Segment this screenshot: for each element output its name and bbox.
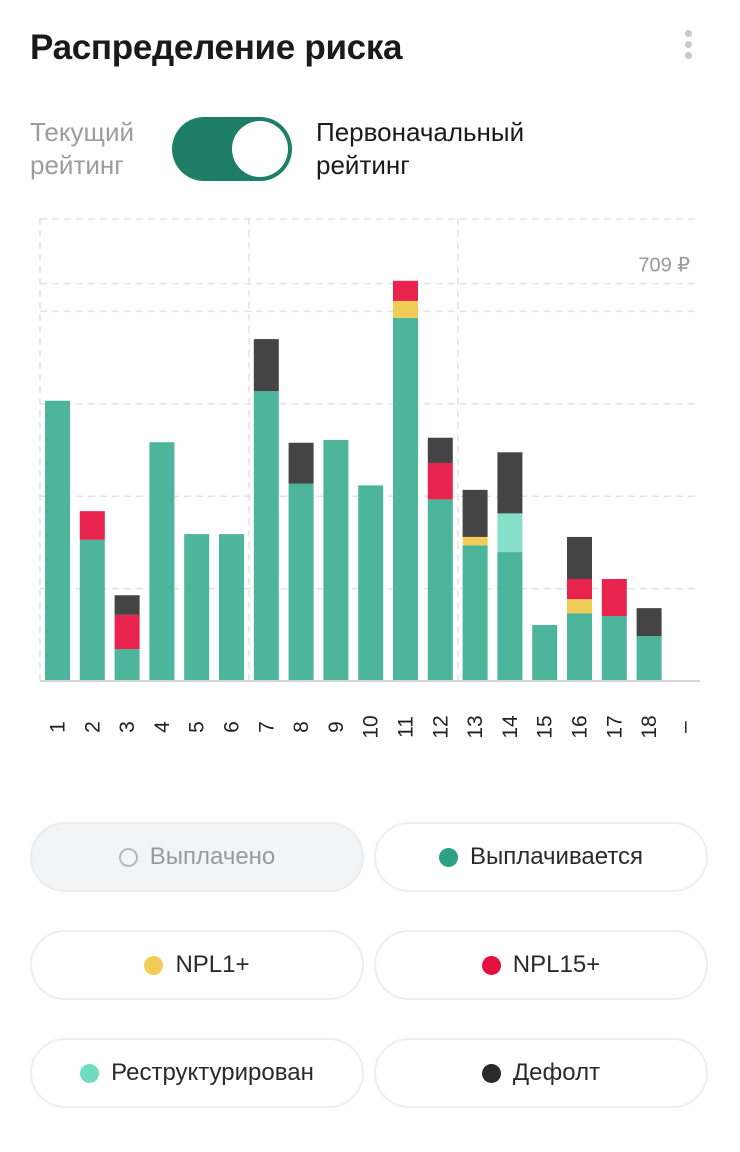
bar-segment (567, 613, 592, 681)
bar-segment (114, 649, 140, 681)
x-tick-label: 7 (255, 721, 278, 733)
max-value-label: 709 ₽ (638, 255, 690, 277)
legend-chip-default[interactable]: Дефолт (374, 1038, 708, 1108)
legend-label: Реструктурирован (111, 1059, 314, 1086)
x-tick-label: 9 (325, 721, 348, 733)
legend-dot-default (481, 1063, 501, 1083)
initial-rating-label: Первоначальный рейтинг (316, 117, 525, 180)
legend-label: Дефолт (512, 1059, 601, 1086)
x-tick-label: 13 (464, 715, 487, 738)
legend-label: Выплачено (149, 843, 276, 870)
bar-segment (532, 624, 558, 681)
x-tick-label: 12 (429, 715, 452, 738)
bar-segment (462, 545, 488, 681)
bar-segment (427, 499, 453, 681)
legend-dot-restructured (80, 1063, 100, 1083)
x-tick-label: 8 (290, 721, 313, 733)
bar-segment (636, 636, 662, 681)
bar-segment (462, 536, 488, 546)
x-tick-label: 10 (360, 715, 383, 738)
bar-segment (567, 599, 592, 614)
bar-segment (45, 400, 70, 681)
x-tick-label: 6 (221, 721, 244, 733)
legend-dot-paid (118, 847, 138, 867)
x-tick-label: – (673, 721, 696, 733)
bar-segment (79, 539, 105, 681)
x-tick-label: 14 (499, 715, 522, 739)
bar-segment (323, 439, 349, 681)
legend-chip-paid[interactable]: Выплачено (30, 822, 364, 892)
bar-segment (79, 511, 105, 540)
bar-segment (462, 489, 488, 537)
x-tick-label: 15 (534, 715, 557, 738)
bar-segment (288, 442, 314, 484)
legend-chip-npl1[interactable]: NPL1+ (30, 930, 364, 1000)
more-vertical-icon[interactable] (682, 30, 694, 62)
bar-segment (393, 317, 418, 681)
current-rating-label: Текущий рейтинг (30, 117, 134, 180)
bar-segment (497, 513, 523, 553)
bar-segment (253, 339, 279, 392)
bar-segment (288, 483, 314, 681)
x-tick-label: 3 (116, 721, 139, 733)
legend-label: NPL15+ (512, 951, 601, 978)
bar-segment (358, 485, 384, 681)
bar-segment (497, 552, 523, 681)
header: Распределение риска (30, 24, 710, 72)
bar-segment (601, 615, 627, 681)
legend-label: NPL1+ (175, 951, 250, 978)
bar-segment (184, 534, 210, 681)
legend-dot-npl1 (144, 955, 164, 975)
bar-segment (393, 280, 418, 301)
rating-toggle-row: Текущий рейтинг Первоначальный рейтинг (30, 116, 710, 186)
x-tick-label: 4 (151, 721, 174, 733)
bar-segment (393, 300, 418, 318)
legend-chip-npl15[interactable]: NPL15+ (374, 930, 708, 1000)
bar-segment (567, 578, 592, 600)
bar-segment (253, 391, 279, 681)
bar-segment (114, 595, 140, 615)
legend-chip-restructured[interactable]: Реструктурирован (30, 1038, 364, 1108)
switch-knob (232, 121, 288, 177)
legend-dot-paying (438, 847, 458, 867)
page-title: Распределение риска (30, 28, 403, 67)
legend-chip-paying[interactable]: Выплачивается (374, 822, 708, 892)
risk-chart: 709 ₽1 2 3 4 5 6 7 8 9 10 11 12 13 14 15 16 17 18– (39, 218, 700, 739)
x-tick-label: 1 (47, 721, 70, 733)
bar-segment (427, 437, 453, 463)
bar-segment (497, 452, 523, 514)
bar-segment (567, 536, 592, 579)
bar-segment (149, 442, 175, 681)
legend-label: Выплачивается (469, 843, 644, 870)
x-tick-label: 11 (395, 716, 418, 738)
bar-segment (219, 534, 244, 681)
x-tick-label: 17 (603, 715, 626, 738)
x-tick-label: 2 (81, 721, 104, 733)
x-tick-label: 16 (569, 715, 592, 738)
rating-switch[interactable] (172, 117, 292, 181)
bar-segment (636, 608, 662, 637)
x-tick-label: 5 (186, 721, 209, 733)
bar-segment (114, 614, 140, 650)
bar-segment (601, 578, 627, 616)
bar-segment (427, 462, 453, 500)
x-tick-label: 18 (638, 715, 661, 738)
legend-dot-npl15 (481, 955, 501, 975)
